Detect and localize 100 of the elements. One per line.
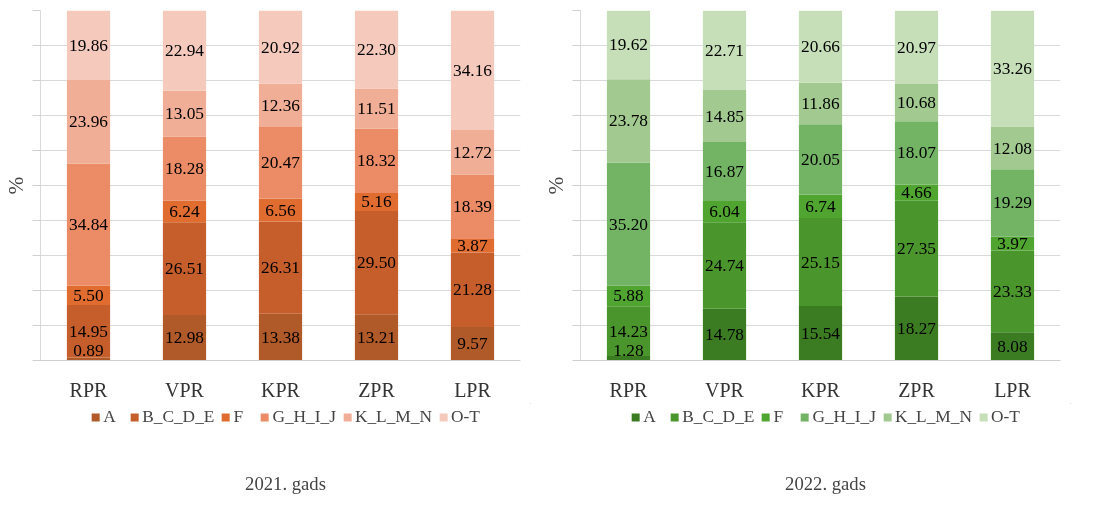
data-label: 10.68	[897, 93, 937, 113]
bar	[894, 121, 939, 185]
data-label: 20.97	[897, 37, 937, 57]
legend-label: K_L_M_N	[894, 407, 972, 427]
data-label: 0.89	[73, 340, 104, 360]
data-label: 12.72	[453, 142, 493, 162]
bar	[702, 141, 747, 202]
bar	[450, 10, 495, 131]
x-tick-label: VPR	[165, 378, 205, 401]
legend-label: A	[103, 407, 117, 427]
data-label: 20.66	[801, 37, 841, 57]
data-label: 34.84	[69, 215, 109, 235]
data-label: 12.36	[261, 95, 301, 115]
data-label: 22.94	[165, 41, 205, 61]
data-label: 9.57	[457, 334, 488, 354]
data-label: 11.51	[357, 99, 396, 119]
data-label: 12.08	[993, 138, 1033, 158]
data-label: 6.74	[805, 196, 836, 216]
bar	[162, 136, 207, 201]
data-label: 24.74	[705, 255, 745, 275]
bar	[798, 218, 843, 307]
data-label: 5.50	[73, 285, 104, 305]
bar	[990, 250, 1035, 333]
x-tick-label: LPR	[994, 378, 1032, 401]
bar	[258, 221, 303, 314]
data-label: 11.86	[801, 94, 841, 114]
bar	[258, 10, 303, 84]
data-label: 1.28	[613, 340, 644, 360]
data-label: 19.86	[69, 35, 109, 55]
x-tick-label: ZPR	[358, 378, 396, 401]
text: 2021. gads	[245, 472, 326, 494]
data-label: 3.87	[457, 236, 488, 256]
bar	[894, 10, 939, 84]
data-label: 19.62	[609, 35, 649, 55]
data-label: 20.92	[261, 37, 301, 57]
bar	[702, 222, 747, 309]
data-label: 27.35	[897, 239, 937, 259]
data-label: 14.95	[69, 321, 109, 341]
data-label: 29.50	[357, 253, 397, 273]
legend-label: O-T	[450, 407, 480, 427]
data-label: 18.32	[357, 151, 397, 171]
y-axis-title: %	[3, 176, 28, 195]
x-tick-label: ZPR	[898, 378, 936, 401]
data-label: 26.51	[165, 259, 205, 279]
legend-label: G_H_I_J	[812, 407, 876, 427]
data-label: 6.24	[169, 201, 200, 221]
bar	[990, 10, 1035, 127]
legend-label: B_C_D_E	[142, 407, 215, 427]
data-label: 14.78	[705, 325, 745, 345]
bar	[606, 10, 651, 80]
bar	[162, 10, 207, 91]
bar	[450, 174, 495, 239]
x-tick-label: VPR	[705, 378, 745, 401]
bar	[66, 163, 111, 286]
bar	[990, 169, 1035, 237]
bar	[702, 10, 747, 91]
text: 2022. gads	[785, 472, 866, 494]
legend-label: O-T	[990, 407, 1020, 427]
data-label: 33.26	[993, 59, 1033, 79]
data-label: 22.71	[705, 40, 745, 60]
data-label: 6.04	[709, 202, 740, 222]
data-label: 22.30	[357, 40, 397, 60]
data-label: 26.31	[261, 258, 301, 278]
x-tick-label: LPR	[454, 378, 492, 401]
data-label: 13.21	[357, 327, 397, 347]
data-label: 34.16	[453, 60, 493, 80]
data-label: 21.28	[453, 280, 493, 300]
bar	[354, 211, 399, 315]
data-label: 25.15	[801, 252, 841, 272]
bar	[798, 10, 843, 83]
data-label: 35.20	[609, 214, 649, 234]
bar	[354, 314, 399, 361]
bar	[894, 200, 939, 297]
bar	[798, 124, 843, 195]
bar	[162, 222, 207, 316]
bar	[798, 306, 843, 361]
y-axis-title: %	[543, 176, 568, 195]
data-label: 15.54	[801, 323, 841, 343]
data-label: 19.29	[993, 193, 1033, 213]
data-label: 13.38	[261, 327, 301, 347]
bar	[606, 162, 651, 286]
bar	[66, 80, 111, 164]
data-label: 23.96	[69, 112, 109, 132]
data-label: 12.98	[165, 328, 205, 348]
bar	[606, 79, 651, 163]
data-label: 16.87	[705, 162, 745, 182]
legend-label: G_H_I_J	[272, 407, 336, 427]
bar	[702, 90, 747, 142]
data-label: 8.08	[997, 336, 1028, 356]
data-label: 18.28	[165, 158, 205, 178]
legend-label: F	[233, 407, 245, 427]
bar	[354, 128, 399, 193]
bar	[894, 296, 939, 361]
x-tick-label: KPR	[261, 378, 301, 401]
legend-label: K_L_M_N	[354, 407, 432, 427]
data-label: 18.27	[897, 319, 937, 339]
data-label: 13.05	[165, 104, 205, 124]
data-label: 14.85	[705, 106, 745, 126]
x-tick-label: KPR	[801, 378, 841, 401]
data-label: 3.97	[997, 234, 1028, 254]
